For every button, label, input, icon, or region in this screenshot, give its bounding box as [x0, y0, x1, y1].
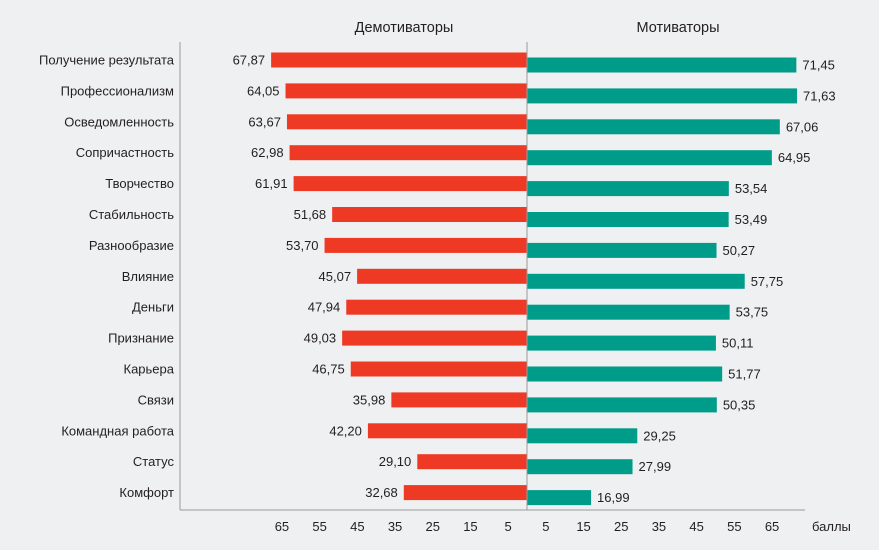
- motivator-bar: [527, 366, 723, 382]
- demotivator-bar: [342, 330, 527, 346]
- motivator-bar: [527, 335, 716, 351]
- bars-layer: 67,87 71,45 64,05 71,63 63,67 67,06 62,98 64,95…: [233, 52, 836, 506]
- motivator-value-label: 27,99: [639, 459, 672, 474]
- motivator-value-label: 71,63: [803, 88, 836, 103]
- x-tick-label: 55: [312, 519, 326, 534]
- demotivator-bar: [286, 114, 527, 130]
- motivator-bar: [527, 181, 729, 197]
- demotivator-value-label: 42,20: [329, 423, 362, 438]
- motivator-bar: [527, 150, 772, 166]
- motivator-value-label: 16,99: [597, 490, 630, 505]
- motivator-value-label: 50,11: [722, 336, 754, 351]
- category-label: Профессионализм: [61, 83, 174, 98]
- x-tick-label: 15: [463, 519, 477, 534]
- motivators-header: Мотиваторы: [636, 20, 719, 36]
- motivator-value-label: 71,45: [802, 58, 835, 73]
- x-tick-label: 45: [689, 519, 703, 534]
- units-label: баллы: [812, 519, 851, 534]
- demotivator-bar: [324, 237, 527, 253]
- motivator-bar: [527, 119, 780, 135]
- motivator-value-label: 29,25: [643, 428, 676, 443]
- x-tick-label: 25: [426, 519, 440, 534]
- demotivator-value-label: 61,91: [255, 176, 288, 191]
- demotivator-bar: [357, 268, 527, 284]
- x-tick-label: 35: [652, 519, 666, 534]
- motivator-bar: [527, 57, 797, 73]
- demotivator-value-label: 35,98: [353, 392, 386, 407]
- category-label: Осведомленность: [64, 114, 174, 129]
- motivator-value-label: 51,77: [728, 367, 761, 382]
- demotivator-value-label: 46,75: [312, 362, 345, 377]
- axes-layer: Получение результата Профессионализм Освед…: [39, 42, 805, 534]
- demotivator-bar: [289, 145, 527, 161]
- demotivator-bar: [293, 176, 527, 192]
- category-label: Признание: [108, 331, 174, 346]
- x-tick-label: 5: [505, 519, 512, 534]
- motivator-bar: [527, 88, 798, 104]
- motivator-bar: [527, 397, 717, 413]
- category-label: Комфорт: [119, 485, 174, 500]
- x-tick-label: 55: [727, 519, 741, 534]
- demotivator-bar: [417, 454, 527, 470]
- motivator-bar: [527, 273, 745, 289]
- category-label: Влияние: [122, 269, 174, 284]
- motivator-value-label: 50,35: [723, 397, 756, 412]
- motivator-value-label: 53,75: [736, 305, 769, 320]
- demotivator-bar: [346, 299, 527, 315]
- demotivator-value-label: 64,05: [247, 83, 280, 98]
- demotivator-value-label: 47,94: [308, 300, 341, 315]
- x-tick-label: 45: [350, 519, 364, 534]
- demotivator-bar: [367, 423, 527, 439]
- category-label: Деньги: [132, 300, 174, 315]
- motivator-value-label: 64,95: [778, 150, 811, 165]
- demotivator-bar: [285, 83, 527, 99]
- x-tick-label: 15: [576, 519, 590, 534]
- demotivator-value-label: 67,87: [233, 53, 266, 68]
- category-label: Стабильность: [89, 207, 174, 222]
- demotivator-value-label: 45,07: [319, 269, 352, 284]
- demotivator-value-label: 62,98: [251, 145, 284, 160]
- category-label: Карьера: [124, 362, 175, 377]
- demotivators-header: Демотиваторы: [355, 20, 454, 36]
- category-label: Разнообразие: [89, 238, 174, 253]
- x-tick-label: 25: [614, 519, 628, 534]
- category-label: Получение результата: [39, 53, 175, 68]
- motivator-value-label: 57,75: [751, 274, 784, 289]
- x-tick-label: 35: [388, 519, 402, 534]
- motivator-value-label: 53,54: [735, 181, 768, 196]
- demotivator-value-label: 32,68: [365, 485, 398, 500]
- demotivator-bar: [271, 52, 527, 68]
- demotivator-value-label: 29,10: [379, 454, 412, 469]
- motivator-value-label: 67,06: [786, 119, 819, 134]
- demotivator-bar: [403, 485, 527, 501]
- motivator-bar: [527, 428, 638, 444]
- motivator-bar: [527, 304, 730, 320]
- demotivator-bar: [332, 207, 527, 222]
- x-tick-label: 65: [765, 519, 779, 534]
- category-label: Связи: [138, 392, 174, 407]
- demotivator-value-label: 51,68: [294, 207, 327, 222]
- category-label: Сопричастность: [76, 145, 174, 160]
- motivator-bar: [527, 242, 717, 258]
- demotivator-value-label: 63,67: [248, 114, 281, 129]
- motivator-bar: [527, 212, 729, 227]
- motivator-bar: [527, 490, 592, 506]
- demotivator-value-label: 49,03: [304, 331, 337, 346]
- demotivator-value-label: 53,70: [286, 238, 319, 253]
- motivator-value-label: 53,49: [735, 212, 768, 227]
- demotivator-bar: [350, 361, 527, 377]
- x-tick-label: 65: [275, 519, 289, 534]
- x-tick-label: 5: [542, 519, 549, 534]
- category-label: Командная работа: [61, 423, 174, 438]
- demotivator-bar: [391, 392, 527, 408]
- motivator-value-label: 50,27: [723, 243, 756, 258]
- motivator-bar: [527, 459, 633, 475]
- category-label: Статус: [133, 454, 175, 469]
- category-label: Творчество: [105, 176, 174, 191]
